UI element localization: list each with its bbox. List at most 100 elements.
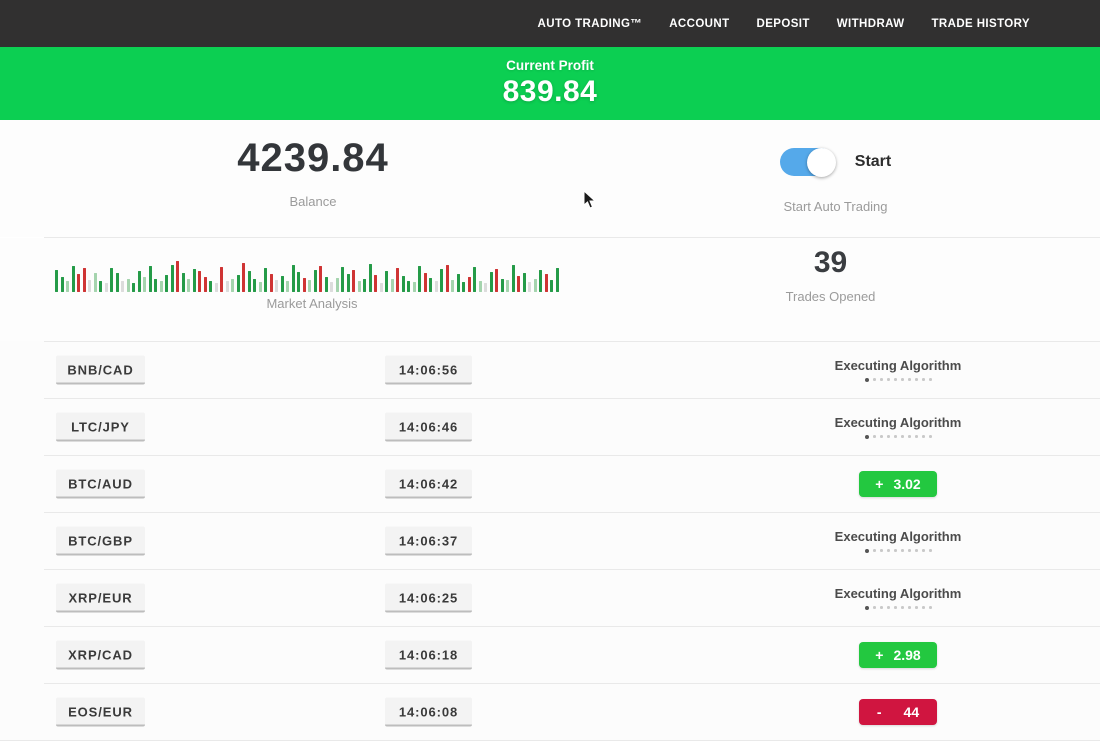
progress-dot — [894, 606, 897, 609]
candle-bar — [110, 268, 113, 292]
trades-opened-value: 39 — [813, 246, 848, 279]
candle-bar — [489, 272, 493, 292]
candle-bar — [445, 265, 449, 292]
candle-bar — [528, 282, 531, 292]
time-badge[interactable]: 14:06:56 — [385, 355, 472, 384]
candle-bar — [555, 268, 559, 292]
time-badge[interactable]: 14:06:25 — [385, 583, 472, 612]
candle-bar — [225, 281, 229, 292]
current-profit-banner: Current Profit 839.84 — [0, 47, 1100, 120]
candle-bar — [368, 264, 372, 292]
candle-bar — [187, 279, 190, 292]
candle-bar — [544, 274, 548, 292]
candle-bar — [104, 283, 108, 292]
trade-row-btc-aud: BTC/AUD 14:06:42 +3.02 — [0, 455, 1100, 512]
trade-row-xrp-eur: XRP/EUR 14:06:25 Executing Algorithm — [0, 569, 1100, 626]
candle-bar — [159, 281, 163, 292]
candle-bar — [363, 279, 366, 292]
executing-algorithm-label: Executing Algorithm — [834, 585, 962, 601]
candle-bar — [269, 274, 273, 292]
candle-bar — [379, 283, 383, 292]
result-value: 44 — [903, 703, 920, 720]
nav-item-withdraw[interactable]: WITHDRAW — [836, 17, 905, 30]
auto-trading-toggle[interactable] — [779, 147, 836, 177]
trade-row-xrp-cad: XRP/CAD 14:06:18 +2.98 — [0, 626, 1100, 683]
progress-dot — [901, 549, 904, 552]
progress-dot — [887, 435, 890, 438]
candle-bar — [385, 271, 388, 292]
progress-dot — [915, 378, 918, 381]
pair-badge[interactable]: BNB/CAD — [56, 355, 145, 384]
pair-badge[interactable]: EOS/EUR — [56, 697, 145, 726]
time-badge[interactable]: 14:06:42 — [385, 469, 472, 498]
candle-bar — [198, 271, 201, 292]
trade-row-btc-gbp: BTC/GBP 14:06:37 Executing Algorithm — [0, 512, 1100, 569]
candle-bar — [319, 266, 322, 292]
candle-bar — [374, 275, 377, 292]
progress-dot — [915, 549, 918, 552]
progress-dot — [873, 606, 876, 609]
candle-bar — [423, 273, 427, 292]
result-value: 3.02 — [893, 475, 921, 492]
candle-bar — [396, 268, 399, 292]
candle-bar — [511, 265, 515, 292]
candle-bar — [533, 279, 537, 292]
candle-bar — [209, 281, 212, 292]
pair-badge[interactable]: LTC/JPY — [56, 412, 145, 441]
candle-bar — [55, 270, 58, 292]
candle-bar — [335, 278, 339, 292]
candle-bar — [506, 280, 509, 292]
result-sign: - — [876, 703, 882, 720]
candle-bar — [550, 280, 553, 292]
time-badge[interactable]: 14:06:37 — [385, 526, 472, 555]
progress-dot — [864, 605, 869, 610]
candle-bar — [66, 281, 69, 292]
row-divider — [44, 683, 1100, 684]
progress-dots — [798, 548, 998, 553]
trade-row-eos-eur: EOS/EUR 14:06:08 - 44 — [0, 683, 1100, 740]
candle-bar — [500, 279, 504, 292]
progress-dot — [873, 378, 876, 381]
progress-dot — [894, 378, 897, 381]
candle-bar — [401, 276, 405, 292]
market-analysis-label: Market Analysis — [266, 296, 358, 311]
time-badge[interactable]: 14:06:08 — [385, 697, 472, 726]
time-badge[interactable]: 14:06:46 — [385, 412, 472, 441]
trades-opened-label: Trades Opened — [785, 289, 876, 304]
progress-dot — [880, 606, 883, 609]
progress-dot — [887, 549, 890, 552]
candle-bar — [280, 276, 284, 292]
pair-badge[interactable]: XRP/CAD — [56, 640, 145, 669]
row-divider — [44, 341, 1100, 342]
candle-bar — [60, 277, 64, 292]
candle-bar — [220, 267, 223, 292]
progress-dot — [922, 606, 925, 609]
progress-dot — [922, 435, 925, 438]
toggle-knob — [806, 147, 836, 177]
result-sign: + — [875, 475, 884, 492]
row-divider — [44, 512, 1100, 513]
trade-row-bnb-cad: BNB/CAD 14:06:56 Executing Algorithm — [0, 341, 1100, 398]
progress-dot — [864, 377, 869, 382]
nav-item-auto-trading[interactable]: AUTO TRADING™ — [537, 17, 643, 30]
candle-bar — [291, 265, 295, 292]
candle-bar — [176, 261, 179, 292]
nav-item-deposit[interactable]: DEPOSIT — [756, 17, 810, 30]
pair-badge[interactable]: XRP/EUR — [56, 583, 145, 612]
trade-status: - 44 — [798, 698, 998, 725]
progress-dot — [922, 378, 925, 381]
progress-dot — [908, 606, 911, 609]
pair-badge[interactable]: BTC/GBP — [56, 526, 145, 555]
balance-label: Balance — [289, 194, 337, 209]
progress-dot — [908, 378, 911, 381]
time-badge[interactable]: 14:06:18 — [385, 640, 472, 669]
candle-bar — [143, 277, 146, 292]
progress-dot — [894, 435, 897, 438]
nav-item-account[interactable]: ACCOUNT — [669, 17, 730, 30]
nav-item-trade-history[interactable]: TRADE HISTORY — [931, 17, 1030, 30]
candle-bar — [462, 282, 465, 292]
candle-bar — [539, 270, 542, 292]
pair-badge[interactable]: BTC/AUD — [56, 469, 145, 498]
progress-dot — [887, 378, 890, 381]
